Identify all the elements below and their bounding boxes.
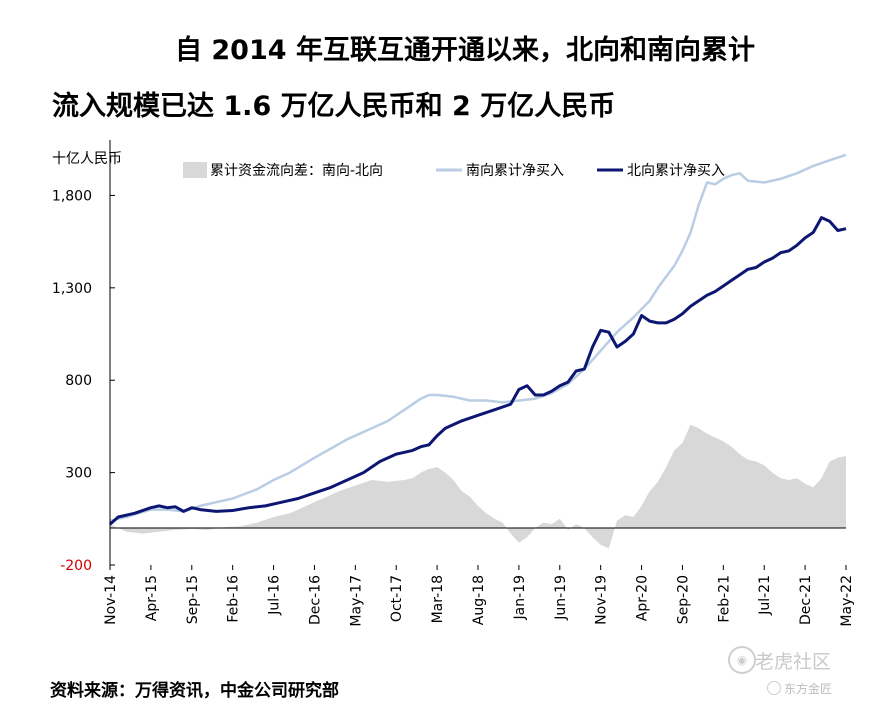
x-tick-label: Jul-16 [267,575,283,616]
source-note: 资料来源：万得资讯，中金公司研究部 [50,681,339,701]
legend-swatch-diff [183,162,207,178]
x-tick-label: Aug-18 [471,575,487,625]
watermark-sub: 东方金匠 [784,682,833,696]
x-tick-label: Mar-18 [430,575,446,623]
x-tick-label: Nov-14 [103,575,119,625]
x-tick-label: Jul-21 [757,575,773,616]
legend-label-south: 南向累计净买入 [466,163,564,179]
x-tick-label: Dec-16 [307,575,323,625]
y-tick-label: 300 [65,466,92,482]
y-tick-label: 1,300 [52,281,92,297]
series-lines-group [109,153,847,526]
x-tick-label: Apr-15 [144,575,160,621]
y-tick-label: 1,800 [52,188,92,204]
watermark-small-icon [767,681,781,695]
x-tick-label: Sep-20 [675,575,691,624]
series-line-south [109,153,847,522]
series-line-north [109,216,847,526]
x-tick-label: Feb-21 [716,575,732,623]
x-tick-label: Oct-17 [389,575,405,622]
legend: 累计资金流向差：南向-北向 南向累计净买入 北向累计净买入 [183,162,725,179]
x-tick-label: Dec-21 [798,575,814,625]
x-tick-label: May-22 [839,575,855,627]
x-tick-label: Sep-15 [185,575,201,624]
y-axis-ticks: -200 300 800 1,300 1,800 [52,188,115,574]
chart-svg: 累计资金流向差：南向-北向 南向累计净买入 北向累计净买入 十亿人民币 -200… [52,140,855,627]
y-axis-label: 十亿人民币 [52,151,122,167]
series-area-diff [110,424,846,549]
x-tick-label: May-17 [348,575,364,627]
chart-title-line-2: 流入规模已达 1.6 万亿人民币和 2 万亿人民币 [52,91,616,122]
x-tick-label: Jan-19 [512,575,528,620]
x-tick-label: Feb-16 [226,575,242,623]
diff-area-group [110,424,846,549]
watermark-main: 老虎社区 [755,651,832,673]
x-tick-label: Apr-20 [635,575,651,621]
chart-title-line-1: 自 2014 年互联互通开通以来，北向和南向累计 [175,35,755,66]
y-tick-label: -200 [60,558,92,574]
axes-group [109,140,846,565]
y-tick-label: 800 [65,373,92,389]
watermark-logo-icon: ◉ [728,646,756,674]
x-tick-label: Jun-19 [553,575,569,621]
x-axis-ticks: Nov-14 Apr-15 Sep-15 Feb-16 Jul-16 Dec-16 May-… [103,565,855,627]
legend-label-diff: 累计资金流向差：南向-北向 [210,163,383,179]
legend-label-north: 北向累计净买入 [627,163,725,179]
x-tick-label: Nov-19 [594,575,610,625]
